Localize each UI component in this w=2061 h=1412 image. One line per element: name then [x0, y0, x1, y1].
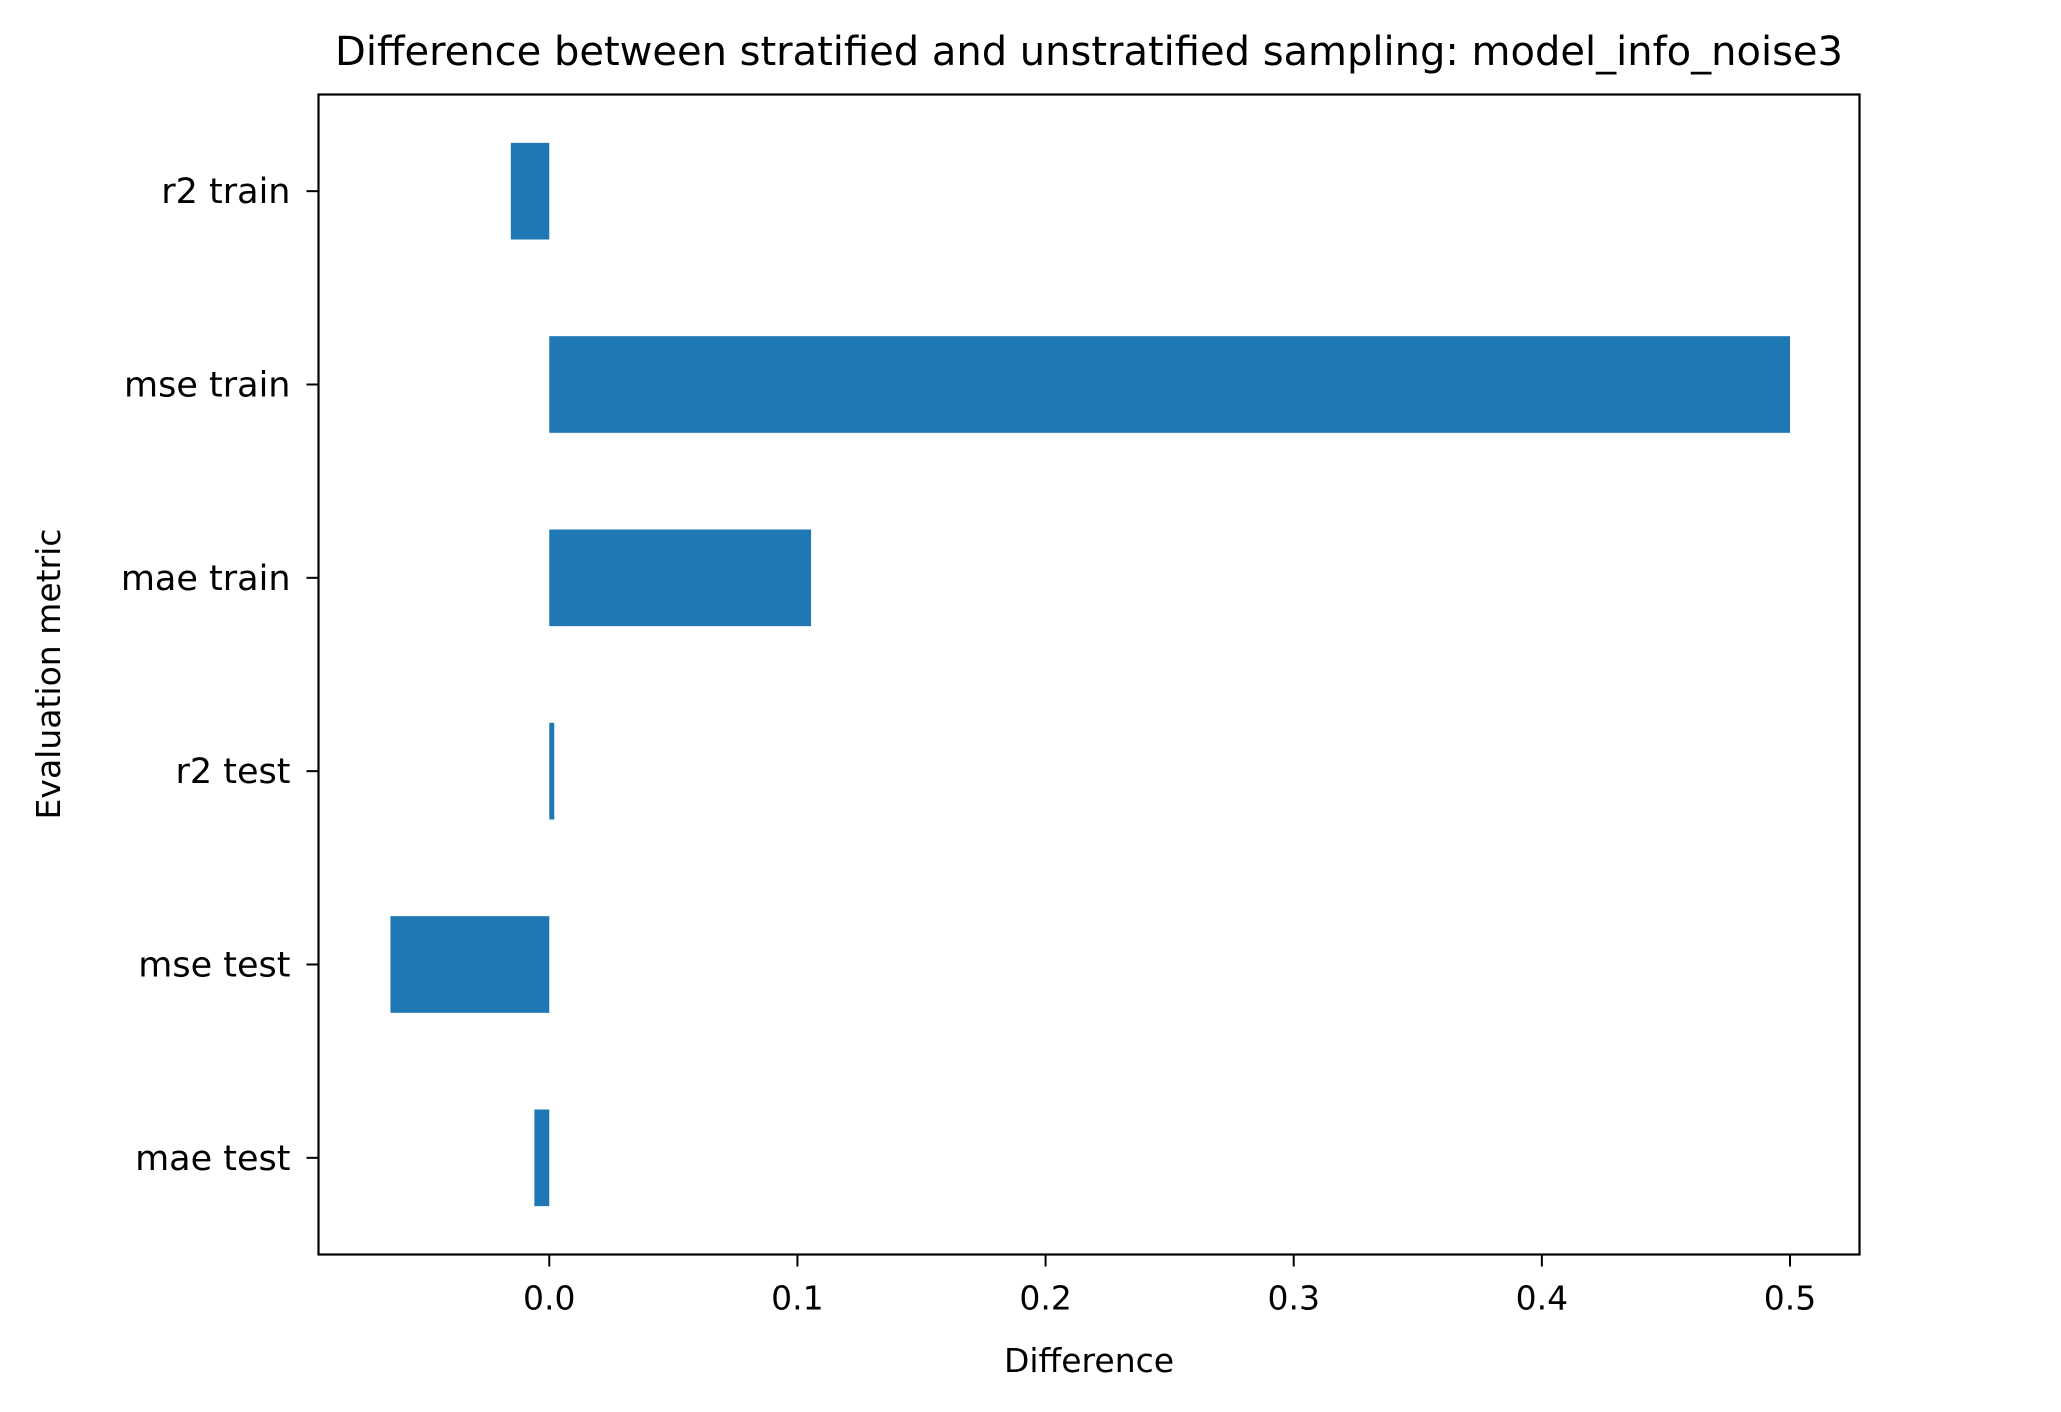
x-tick-label: 0.3 [1267, 1279, 1319, 1318]
x-axis-label: Difference [1004, 1341, 1174, 1380]
plot-frame [317, 93, 1861, 1256]
x-tick-label: 0.2 [1019, 1279, 1071, 1318]
y-tick-label: mae test [135, 1139, 290, 1179]
bar-mae-test [534, 1109, 550, 1207]
chart-title: Difference between stratified and unstra… [335, 29, 1843, 75]
ticks-layer: r2 train mse train mae train r2 test mse tes… [121, 172, 1816, 1317]
x-tick-label: 0.4 [1516, 1279, 1568, 1318]
y-tick-label: r2 test [176, 752, 291, 792]
bar-mse-test [390, 916, 550, 1013]
bar-r2-test [549, 722, 555, 820]
bars-layer [390, 142, 1791, 1207]
x-tick-label: 0.5 [1764, 1279, 1816, 1318]
y-tick-label: mae train [121, 559, 291, 599]
y-tick-label: mse train [124, 366, 290, 406]
x-tick-label: 0.0 [523, 1279, 575, 1318]
bar-r2-train [510, 142, 550, 240]
y-tick-label: r2 train [161, 172, 290, 212]
bar-mae-train [549, 529, 812, 627]
y-axis-label: Evaluation metric [29, 529, 68, 820]
x-tick-label: 0.1 [771, 1279, 823, 1318]
y-tick-label: mse test [138, 946, 290, 986]
bar-mse-train [549, 336, 1791, 433]
